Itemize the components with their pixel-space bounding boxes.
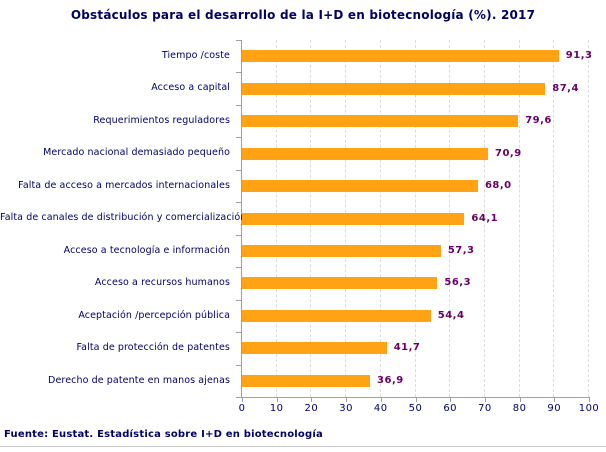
bar-value-label: 91,3 [565,50,593,62]
bar [242,212,465,225]
x-axis-tick [484,397,486,402]
y-axis-tick [236,235,242,236]
y-axis-tick [236,170,242,171]
category-label: Aceptación /percepción pública [78,309,230,321]
x-axis-tick-label: 100 [578,403,600,414]
category-label: Falta de acceso a mercados internacional… [18,179,230,191]
gridline [588,40,589,397]
x-axis-tick-label: 0 [238,403,246,414]
y-axis-tick [236,105,242,106]
x-axis-tick [450,397,452,402]
x-axis-tick-label: 30 [339,403,353,414]
x-axis-tick-label: 50 [408,403,423,414]
bar [242,374,371,387]
x-axis-tick [415,397,417,402]
category-label: Tiempo /coste [161,50,230,61]
source-note: Fuente: Eustat. Estadística sobre I+D en… [4,429,323,440]
bar [242,309,431,322]
bar-value-label: 36,9 [377,374,404,386]
x-axis-tick [380,397,382,402]
x-axis-tick-label: 40 [373,403,388,414]
bar-value-label: 68,0 [484,180,512,192]
x-axis-tick [519,397,521,402]
y-axis-tick [236,72,242,73]
bar [242,244,441,257]
bar [242,277,438,290]
gridline [483,40,485,397]
y-axis-tick [236,202,242,203]
x-axis-tick-label: 10 [269,403,284,414]
bar-value-label: 79,6 [525,115,552,127]
y-axis-tick [236,40,242,41]
x-axis-tick [589,397,590,402]
bar-value-label: 56,3 [444,277,472,289]
x-axis-tick-label: 70 [478,403,492,414]
chart-title: Obstáculos para el desarrollo de la I+D … [70,8,536,22]
x-axis-tick [276,397,278,402]
category-label: Requerimientos reguladores [93,114,230,126]
category-label: Acceso a tecnología e información [63,244,230,256]
bar [242,342,387,355]
y-axis-tick [236,332,242,333]
category-label: Derecho de patente en manos ajenas [48,374,230,386]
bar-value-label: 70,9 [495,147,522,159]
bar [242,147,489,160]
x-axis-tick-label: 60 [443,403,458,414]
x-axis-tick-label: 20 [304,403,319,414]
category-label: Acceso a capital [151,82,230,94]
bar [242,82,546,95]
bar [242,50,559,63]
y-axis-tick [236,267,242,268]
gridline [553,40,555,397]
x-axis-tick [346,397,348,402]
category-label: Falta de canales de distribución y comer… [0,212,247,224]
bar-value-label: 54,4 [437,309,465,321]
y-axis-tick [236,365,242,366]
y-axis-tick [236,300,242,301]
category-label: Falta de protección de patentes [76,342,230,354]
bar-value-label: 64,1 [471,212,499,224]
category-axis-labels: Tiempo /coste Acceso a capital Requerimien… [0,40,247,397]
bar-value-label: 87,4 [552,82,579,94]
x-axis-tick [242,397,243,402]
bottom-divider [0,446,606,447]
bar [242,180,478,193]
bar-value-label: 57,3 [447,244,475,256]
category-label: Mercado nacional demasiado pequeño [43,147,230,159]
x-axis-tick [311,397,313,402]
bar-value-label: 41,7 [393,342,421,354]
y-axis-tick [236,397,242,398]
x-axis-tick-label: 90 [547,403,562,414]
gridline [518,40,520,397]
category-label: Acceso a recursos humanos [94,277,230,289]
x-axis-tick [554,397,556,402]
y-axis-tick [236,137,242,138]
x-axis-tick-label: 80 [512,403,527,414]
plot-area: 91,3 87,4 79,6 70,9 68,0 64,1 57,3 56,3 54,4 41,7… [236,40,599,414]
bar [242,115,519,128]
